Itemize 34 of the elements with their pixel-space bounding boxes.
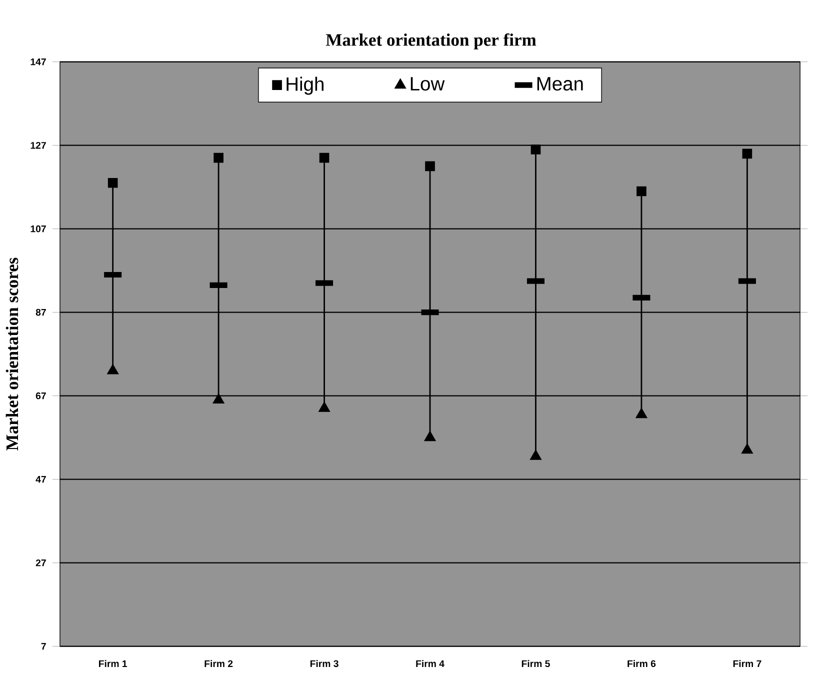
- legend-label: High: [286, 76, 324, 95]
- point: [636, 408, 648, 418]
- x-tick-label: Firm 6: [628, 660, 656, 668]
- point: [742, 148, 752, 159]
- x-tick-label: Firm 3: [310, 660, 338, 668]
- point: [741, 443, 754, 454]
- point: [636, 186, 646, 196]
- chart-title: Market orientation per firm: [326, 33, 536, 50]
- point: [530, 144, 541, 154]
- y-tick-label: 127: [30, 142, 46, 149]
- y-tick-label: 67: [36, 392, 46, 400]
- point: [107, 364, 119, 374]
- point: [214, 152, 224, 163]
- x-tick-label: Firm 2: [204, 660, 233, 668]
- x-tick-label: Firm 7: [733, 660, 762, 668]
- x-tick-label: Firm 5: [522, 660, 550, 668]
- point: [425, 161, 435, 172]
- y-tick-label: 87: [36, 308, 46, 316]
- point: [212, 393, 224, 404]
- point: [424, 430, 436, 442]
- legend-label: Mean: [537, 77, 583, 91]
- legend-label: Low: [410, 77, 445, 91]
- point: [318, 402, 330, 412]
- y-tick-label: 107: [30, 225, 46, 232]
- x-tick-label: Firm 4: [416, 660, 444, 668]
- y-axis-title: Market orientation scores: [6, 258, 18, 450]
- x-tick-label: Firm 1: [99, 660, 128, 668]
- point: [530, 450, 542, 460]
- point: [319, 152, 330, 163]
- y-tick-label: 27: [36, 559, 46, 566]
- y-tick-label: 147: [30, 58, 46, 66]
- point: [108, 178, 118, 188]
- y-tick-label: 7: [41, 643, 46, 650]
- y-tick-label: 47: [36, 476, 46, 483]
